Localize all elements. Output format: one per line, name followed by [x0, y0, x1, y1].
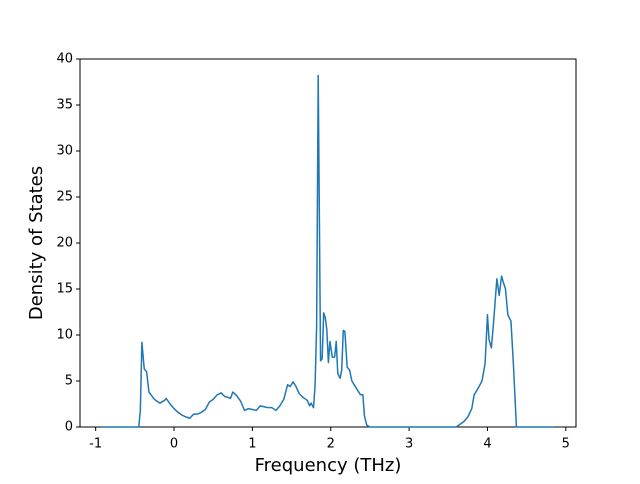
x-axis-label: Frequency (THz)	[255, 455, 402, 476]
x-tick-label: 1	[248, 437, 256, 452]
y-tick-label: 15	[56, 282, 73, 297]
line	[101, 74, 555, 428]
plot-frame	[79, 58, 577, 428]
x-tick-label: 5	[562, 437, 570, 452]
y-tick-label: 0	[65, 420, 73, 435]
y-tick-label: 40	[56, 52, 73, 67]
y-axis-label: Density of States	[26, 166, 47, 320]
y-tick-label: 30	[56, 144, 73, 159]
x-tick-label: 3	[405, 437, 413, 452]
y-tick-label: 35	[56, 98, 73, 113]
x-tick-label: -1	[89, 437, 102, 452]
x-tick-label: 2	[327, 437, 335, 452]
y-tick-label: 5	[65, 374, 73, 389]
y-tick-label: 10	[56, 328, 73, 343]
y-tick-label: 25	[56, 190, 73, 205]
x-tick-label: 4	[483, 437, 491, 452]
y-tick-label: 20	[56, 236, 73, 251]
x-tick-label: 0	[170, 437, 178, 452]
